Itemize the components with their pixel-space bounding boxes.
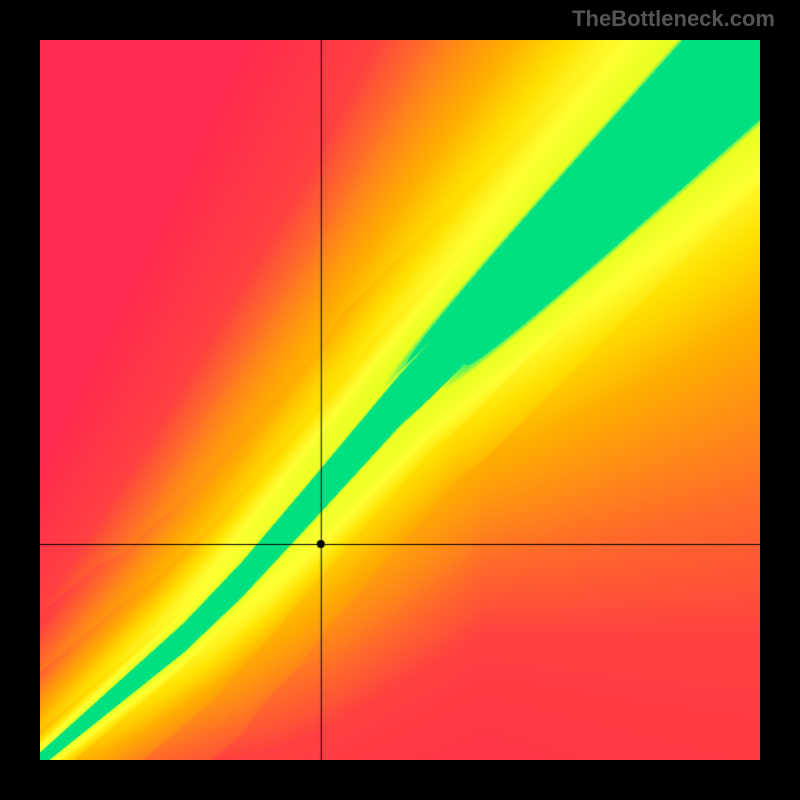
watermark-text: TheBottleneck.com bbox=[572, 6, 775, 32]
chart-container: { "watermark": { "text": "TheBottleneck.… bbox=[0, 0, 800, 800]
heatmap-canvas bbox=[40, 40, 760, 760]
heatmap-plot bbox=[40, 40, 760, 760]
